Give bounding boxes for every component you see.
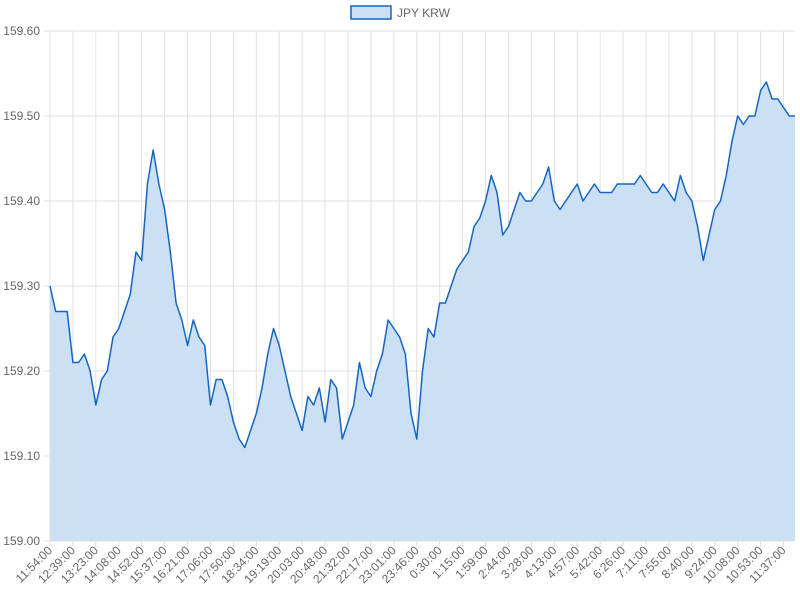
y-tick-label: 159.10: [3, 449, 40, 463]
y-tick-label: 159.00: [3, 534, 40, 548]
legend-swatch: [350, 5, 392, 20]
legend-item: JPY KRW: [350, 5, 451, 20]
area: [50, 82, 795, 541]
y-tick-label: 159.20: [3, 364, 40, 378]
y-tick-label: 159.40: [3, 194, 40, 208]
y-tick-label: 159.50: [3, 109, 40, 123]
legend-label: JPY KRW: [397, 6, 451, 20]
line: [49, 81, 795, 449]
y-tick-label: 159.60: [3, 24, 40, 38]
y-tick-label: 159.30: [3, 279, 40, 293]
